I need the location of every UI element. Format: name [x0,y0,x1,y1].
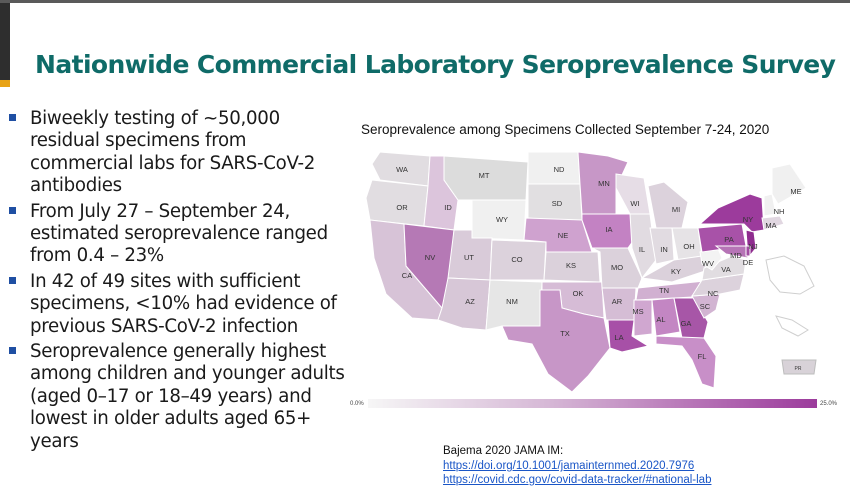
label-ar: AR [612,297,623,306]
label-nd: ND [554,165,565,174]
state-il [629,213,657,280]
label-al: AL [656,315,665,324]
bullet-square-icon [9,347,16,355]
label-tx: TX [560,329,570,338]
label-md: MD [730,251,742,260]
label-oh: OH [683,242,694,251]
bullet-list: Biweekly testing of ~50,000 residual spe… [9,108,349,456]
state-fl [655,335,717,389]
citation-link[interactable]: https://doi.org/10.1001/jamainternmed.20… [443,460,695,472]
bullet-square-icon [9,114,16,121]
label-ks: KS [566,261,576,270]
state-pr [781,359,817,375]
label-wi: WI [630,199,639,208]
inset-hawaii [775,315,809,337]
state-ny [698,193,765,233]
state-al [651,297,681,337]
label-in: IN [660,245,668,254]
label-sd: SD [552,199,563,208]
state-mi [647,181,689,229]
bullet-square-icon [9,206,16,214]
label-ma: MA [765,221,776,230]
left-accent-bar [0,3,10,80]
label-ca: CA [402,271,412,280]
state-mn [577,151,629,215]
us-seroprevalence-map: WA OR CA ID NV MT WY UT AZ CO NM ND SD N… [365,151,817,393]
top-border [0,0,850,3]
bullet-square-icon [9,276,16,284]
bullet-item: From July 27 – September 24, estimated s… [9,201,349,268]
color-scale-bar [368,399,817,408]
label-tn: TN [659,286,669,295]
state-wi [615,173,651,215]
state-nh [763,193,777,217]
label-pa: PA [724,235,733,244]
label-nj: NJ [748,242,757,251]
scale-min-label: 0.0% [350,401,364,407]
bullet-text: Biweekly testing of ~50,000 residual spe… [30,108,316,197]
label-co: CO [511,255,522,264]
state-ms [633,299,653,337]
bullet-text: From July 27 – September 24, estimated s… [30,200,328,267]
label-nm: NM [506,297,518,306]
bullet-text: In 42 of 49 sites with sufficient specim… [30,270,337,337]
label-wy: WY [496,215,508,224]
scale-max-label: 25.0% [820,401,838,407]
map-title: Seroprevalence among Specimens Collected… [361,122,770,137]
label-or: OR [396,203,408,212]
label-mn: MN [598,179,610,188]
label-nv: NV [425,253,435,262]
label-il: IL [639,245,645,254]
label-mt: MT [479,171,490,180]
state-de [745,245,751,257]
label-mo: MO [611,263,623,272]
state-me [771,163,807,205]
label-ms: MS [632,307,643,316]
label-az: AZ [465,297,475,306]
label-nc: NC [708,289,719,298]
label-wa: WA [396,165,408,174]
label-ga: GA [681,319,692,328]
label-ny: NY [743,215,753,224]
label-mi: MI [672,205,680,214]
bullet-item: In 42 of 49 sites with sufficient specim… [9,271,349,338]
label-fl: FL [698,352,707,361]
label-ut: UT [464,253,474,262]
label-va: VA [721,265,730,274]
label-sc: SC [700,302,711,311]
label-me: ME [790,187,801,196]
bullet-text: Seroprevalence generally highest among c… [30,341,345,452]
slide-title: Nationwide Commercial Laboratory Seropre… [35,50,836,79]
bullet-item: Biweekly testing of ~50,000 residual spe… [9,108,349,198]
label-ok: OK [573,289,584,298]
label-nh: NH [774,207,785,216]
label-de: DE [743,258,753,267]
data-tracker-link[interactable]: https://covid.cdc.gov/covid-data-tracker… [443,474,712,486]
label-wv: WV [702,259,714,268]
label-ky: KY [671,267,681,276]
label-id: ID [444,203,452,212]
state-ma [761,215,785,231]
state-md [714,245,749,259]
citation-text: Bajema 2020 JAMA IM: [443,445,564,457]
bullet-item: Seroprevalence generally highest among c… [9,341,349,453]
inset-alaska [765,255,815,295]
state-va [701,255,747,281]
state-labels: WA OR CA ID NV MT WY UT AZ CO NM ND SD N… [396,165,802,372]
left-accent-highlight [0,80,10,87]
state-tx [501,289,611,393]
label-ne: NE [558,231,568,240]
label-pr: PR [795,366,802,372]
label-ia: IA [605,225,612,234]
label-la: LA [614,333,623,342]
